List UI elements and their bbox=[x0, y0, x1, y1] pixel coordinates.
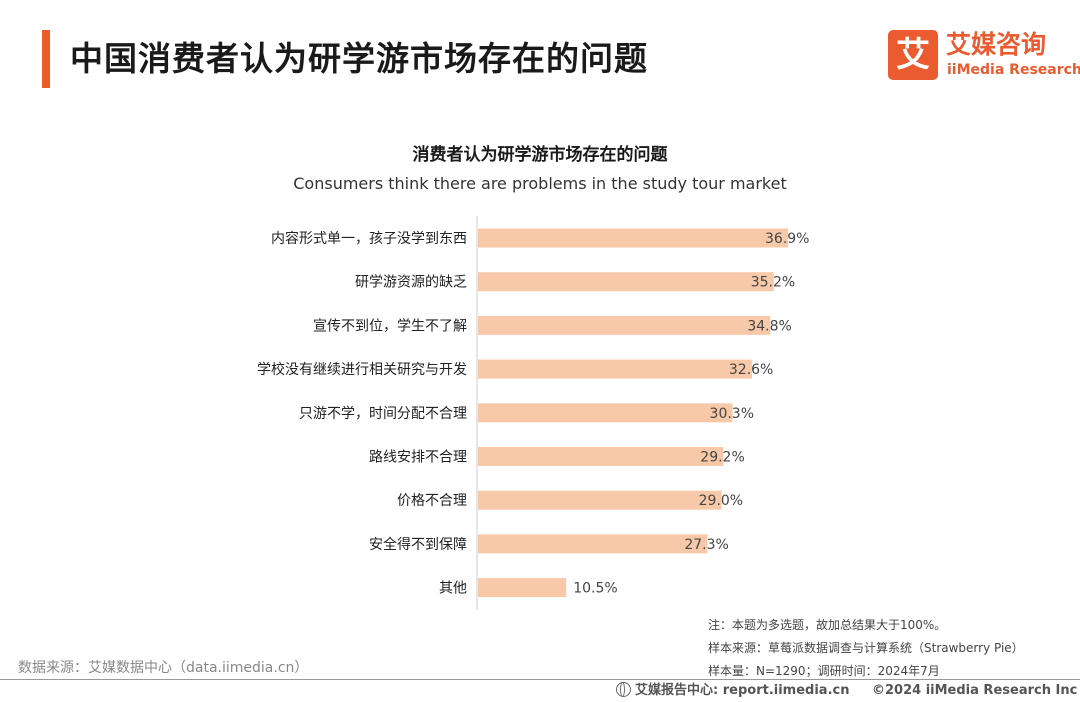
value-label: 35.2% bbox=[751, 275, 795, 291]
bar bbox=[478, 447, 724, 466]
page-title: 中国消费者认为研学游市场存在的问题 bbox=[70, 39, 648, 78]
title-accent-bar bbox=[42, 30, 50, 88]
category-label: 安全得不到保障 bbox=[369, 536, 467, 553]
bar bbox=[478, 228, 788, 248]
bar bbox=[478, 359, 752, 379]
category-label: 学校没有继续进行相关研究与开发 bbox=[257, 361, 467, 378]
value-label: 30.3% bbox=[710, 406, 754, 422]
category-label: 研学游资源的缺乏 bbox=[355, 275, 467, 291]
bar bbox=[478, 578, 567, 598]
bar-chart: 内容形式单一，孩子没学到东西 36.9% 研学游资源的缺乏 35.2% 宣传不到位，学生… bbox=[257, 216, 809, 610]
bar bbox=[478, 315, 771, 335]
value-label: 36.9% bbox=[765, 231, 809, 247]
note-multiselect: 注：本题为多选题，故加总结果大于100%。 bbox=[708, 618, 947, 632]
category-label: 只游不学，时间分配不合理 bbox=[299, 406, 467, 422]
bar bbox=[478, 403, 733, 423]
chart-notes: 注：本题为多选题，故加总结果大于100%。 样本来源：草莓派数据调查与计算系统（… bbox=[708, 614, 1024, 683]
note-sample-source: 样本来源：草莓派数据调查与计算系统（Strawberry Pie） bbox=[708, 641, 1024, 655]
bar bbox=[478, 272, 774, 292]
value-label: 29.0% bbox=[699, 493, 743, 509]
footer-report-text: 艾媒报告中心: report.iimedia.cn bbox=[635, 683, 850, 698]
data-source: 数据来源：艾媒数据中心（data.iimedia.cn） bbox=[18, 660, 309, 676]
value-label: 10.5% bbox=[573, 581, 617, 597]
category-label: 宣传不到位，学生不了解 bbox=[313, 318, 467, 334]
brand-logo: 艾 艾媒咨询 iiMedia Research bbox=[888, 30, 1080, 80]
value-label: 29.2% bbox=[700, 450, 744, 466]
category-label: 路线安排不合理 bbox=[369, 450, 467, 466]
logo-text-en: iiMedia Research bbox=[947, 62, 1080, 78]
footer-copyright: ©2024 iiMedia Research Inc bbox=[872, 683, 1078, 698]
value-label: 32.6% bbox=[729, 362, 773, 378]
chart-subtitle: Consumers think there are problems in th… bbox=[293, 174, 787, 193]
note-sample-size: 样本量：N=1290；调研时间：2024年7月 bbox=[708, 664, 940, 678]
category-label: 价格不合理 bbox=[397, 493, 467, 509]
category-label: 其他 bbox=[439, 581, 467, 597]
chart-title: 消费者认为研学游市场存在的问题 bbox=[412, 145, 668, 165]
bar bbox=[478, 534, 708, 554]
logo-text-cn: 艾媒咨询 bbox=[946, 30, 1047, 59]
footer-report-center: 艾媒报告中心: report.iimedia.cn bbox=[616, 681, 850, 700]
footer-divider bbox=[0, 679, 1080, 680]
bar bbox=[478, 490, 722, 510]
logo-mark: 艾 bbox=[888, 30, 938, 80]
value-label: 27.3% bbox=[684, 537, 728, 553]
value-label: 34.8% bbox=[747, 318, 791, 334]
globe-icon bbox=[616, 681, 631, 697]
category-label: 内容形式单一，孩子没学到东西 bbox=[271, 230, 467, 247]
